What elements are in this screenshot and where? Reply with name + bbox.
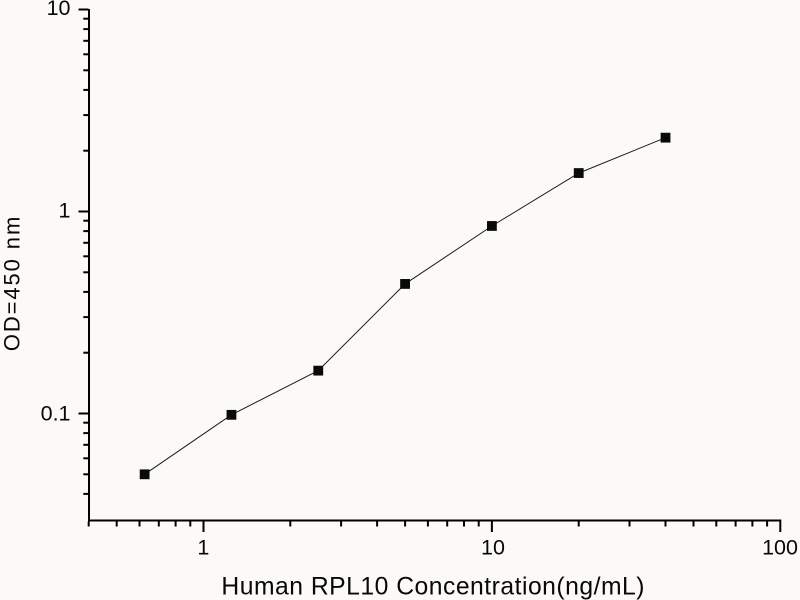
svg-text:10: 10: [47, 0, 71, 20]
svg-text:Human RPL10 Concentration(ng/m: Human RPL10 Concentration(ng/mL): [221, 574, 645, 600]
svg-text:1: 1: [59, 199, 71, 223]
svg-text:1: 1: [197, 536, 209, 560]
svg-text:OD=450 nm: OD=450 nm: [0, 215, 25, 351]
svg-text:10: 10: [481, 536, 505, 560]
svg-text:100: 100: [762, 536, 798, 560]
svg-text:0.1: 0.1: [41, 401, 71, 425]
